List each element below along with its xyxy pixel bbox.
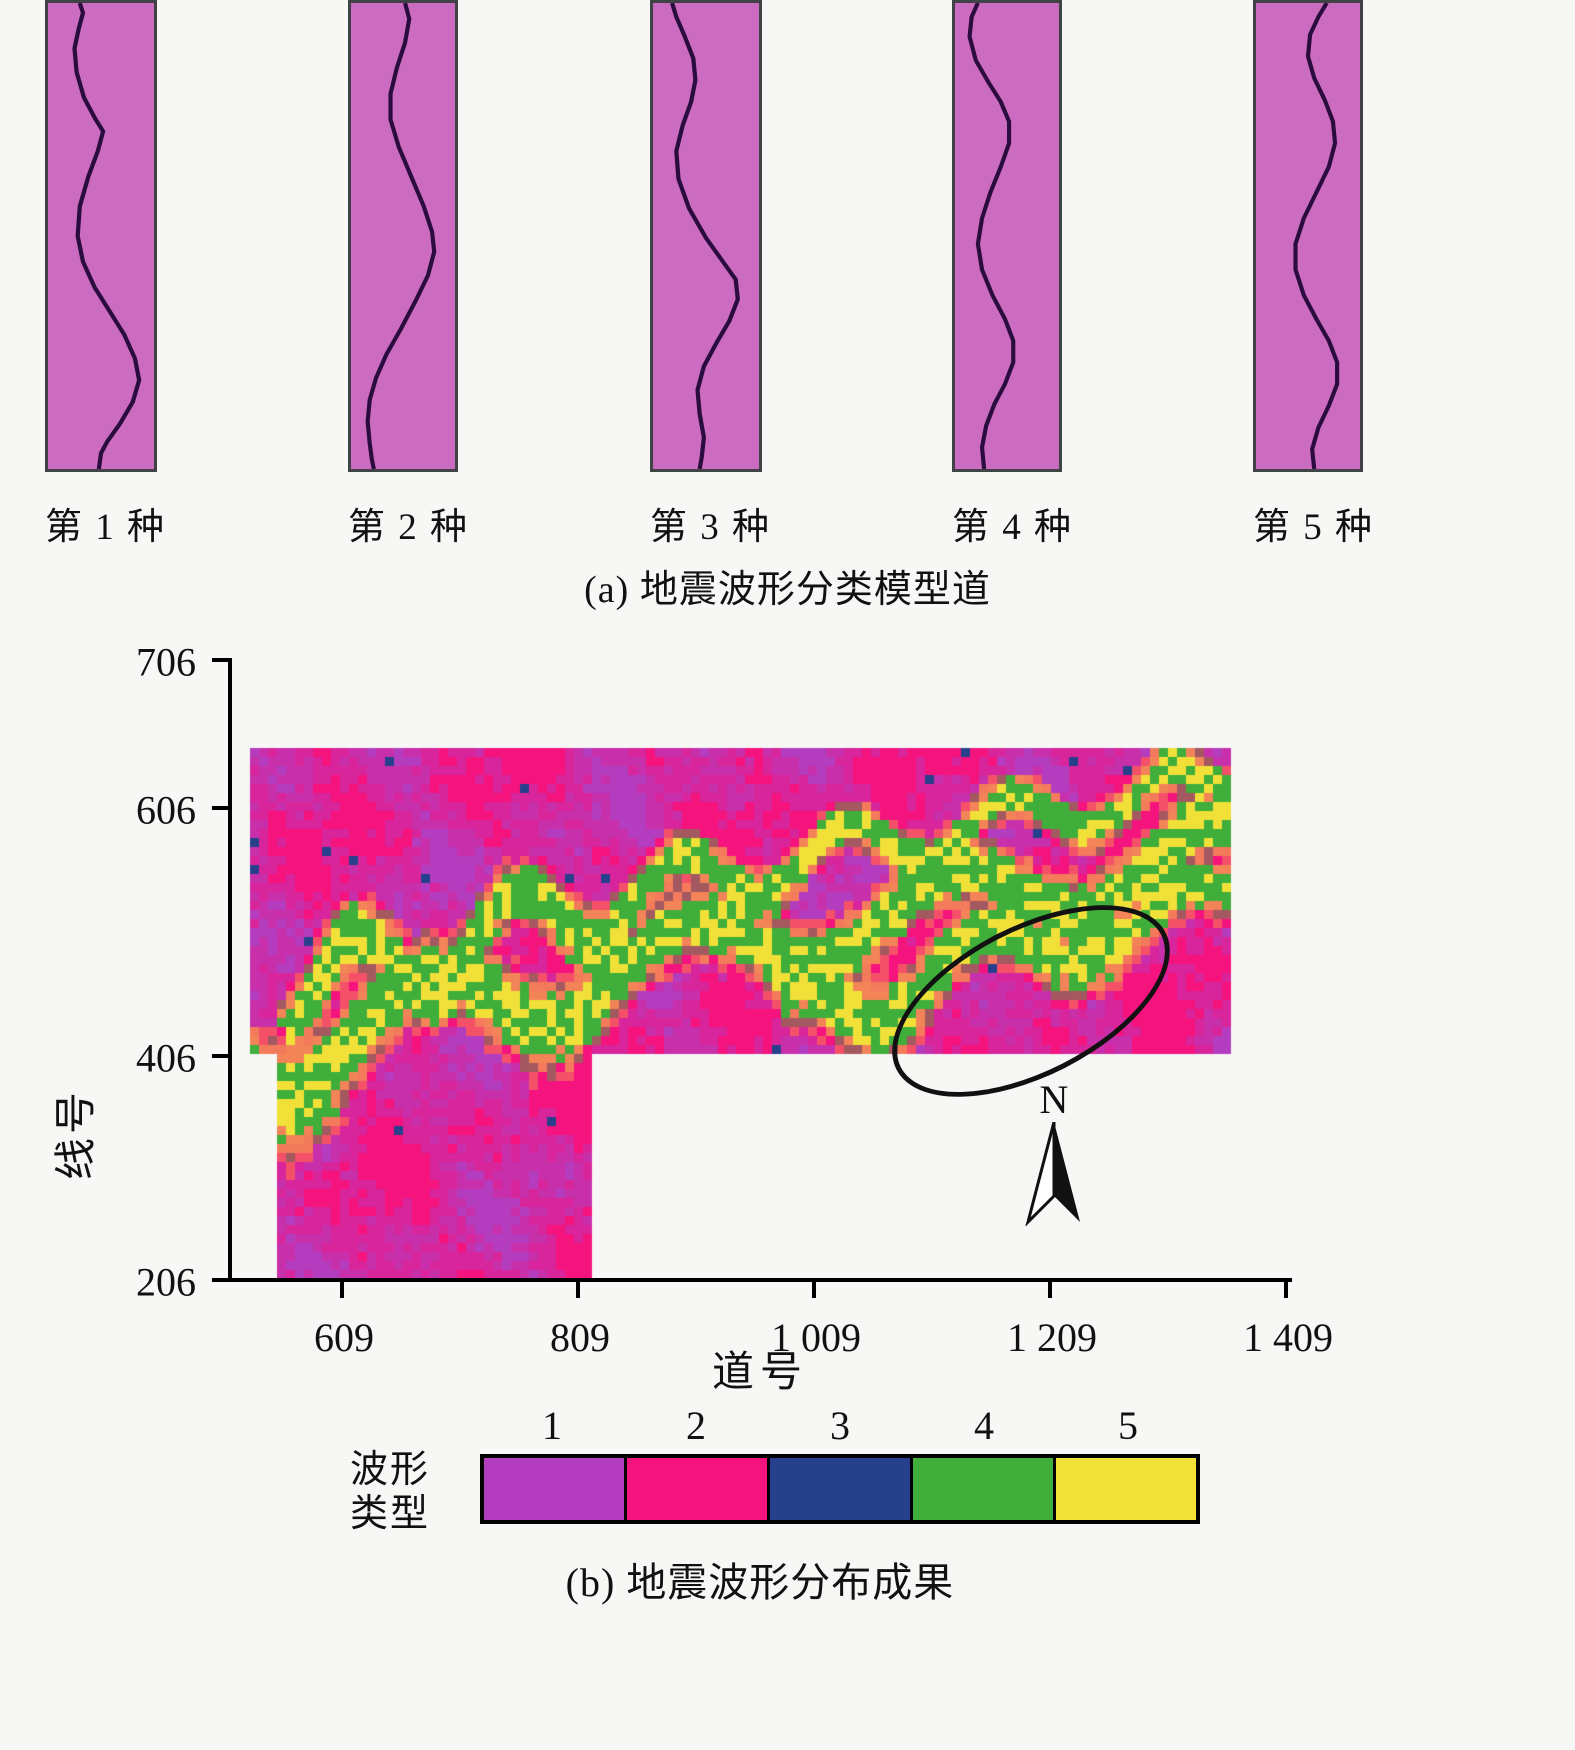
waveform-box-3 (650, 0, 762, 472)
colorbar-ticklabel-2: 2 (686, 1403, 706, 1448)
waveform-box-1 (45, 0, 157, 472)
waveform-trace-5: 第 5 种 (1253, 0, 1372, 548)
panel-a-waveform-models: 第 1 种 第 2 种 第 3 种 第 (0, 0, 1575, 620)
north-arrow-icon (1025, 1122, 1080, 1226)
waveform-curve-4-svg (967, 3, 1016, 469)
colorbar-legend: 波形 类型 1 2 3 4 5 (330, 1403, 1230, 1540)
waveform-box-4 (952, 0, 1062, 472)
panel-a-caption: (a) 地震波形分类模型道 (584, 569, 991, 611)
colorbar-segment-1 (484, 1458, 627, 1520)
colorbar-segment-4 (913, 1458, 1056, 1520)
y-ticklabel-606: 606 (136, 787, 196, 833)
x-ticklabel-809: 809 (550, 1315, 610, 1360)
x-tick-1209: 1 209 (1007, 1278, 1097, 1360)
colorbar-segment-2 (627, 1458, 770, 1520)
colorbar-segment-3 (770, 1458, 913, 1520)
x-tick-809: 809 (550, 1278, 610, 1360)
y-tick-706: 706 (136, 640, 232, 685)
y-ticklabel-706: 706 (136, 639, 196, 685)
colorbar-ticklabel-1: 1 (542, 1403, 562, 1448)
panel-b-waveform-distribution: 线号 N 706 606 (0, 620, 1575, 1750)
waveform-box-5 (1253, 0, 1363, 472)
colorbar-ticklabel-4: 4 (974, 1403, 994, 1448)
x-axis-title: 道号 (711, 1350, 808, 1396)
waveform-label-2: 第 2 种 (348, 507, 469, 548)
y-axis-title: 线号 (54, 1087, 100, 1180)
map-axes: N 706 606 406 206 609 (136, 640, 1333, 1361)
colorbar-ticklabel-5: 5 (1118, 1403, 1138, 1448)
x-ticklabel-1009: 1 009 (771, 1315, 861, 1360)
colorbar-ticklabel-3: 3 (830, 1403, 850, 1448)
y-tick-406: 406 (136, 1036, 232, 1081)
waveform-curve-5-svg (1293, 3, 1340, 469)
north-arrow: N (1022, 1076, 1086, 1226)
classification-map-canvas (232, 658, 1292, 1278)
classification-map (232, 658, 1292, 1278)
waveform-curve-2-svg (365, 3, 437, 469)
waveform-label-1: 第 1 种 (45, 507, 166, 548)
waveform-label-4: 第 4 种 (952, 507, 1073, 548)
x-ticklabel-1209: 1 209 (1007, 1315, 1097, 1360)
north-arrow-label: N (1039, 1077, 1069, 1122)
y-tick-606: 606 (136, 788, 232, 833)
colorbar-swatches (480, 1454, 1200, 1524)
waveform-label-5: 第 5 种 (1253, 507, 1374, 548)
waveform-curve-3-svg (670, 3, 740, 469)
colorbar-title: 波形 类型 (320, 1448, 460, 1536)
waveform-trace-1: 第 1 种 (45, 0, 164, 548)
x-ticklabel-609: 609 (314, 1315, 374, 1360)
y-ticklabel-406: 406 (136, 1035, 196, 1081)
waveform-label-3: 第 3 种 (650, 507, 771, 548)
x-ticklabel-1409: 1 409 (1243, 1315, 1333, 1360)
colorbar-title-line2: 类型 (349, 1493, 430, 1535)
waveform-trace-4: 第 4 种 (952, 0, 1071, 548)
x-tick-1409: 1 409 (1243, 1278, 1333, 1360)
y-ticklabel-206: 206 (136, 1259, 196, 1305)
waveform-curve-1-svg (72, 3, 142, 469)
waveform-trace-3: 第 3 种 (650, 0, 769, 548)
colorbar-title-line1: 波形 (349, 1449, 430, 1491)
colorbar-segment-5 (1056, 1458, 1196, 1520)
x-tick-1009: 1 009 (771, 1278, 861, 1360)
y-tick-206: 206 (136, 1260, 232, 1305)
panel-b-caption: (b) 地震波形分布成果 (565, 1560, 955, 1605)
waveform-box-2 (348, 0, 458, 472)
x-tick-609: 609 (314, 1278, 374, 1360)
waveform-trace-2: 第 2 种 (348, 0, 467, 548)
